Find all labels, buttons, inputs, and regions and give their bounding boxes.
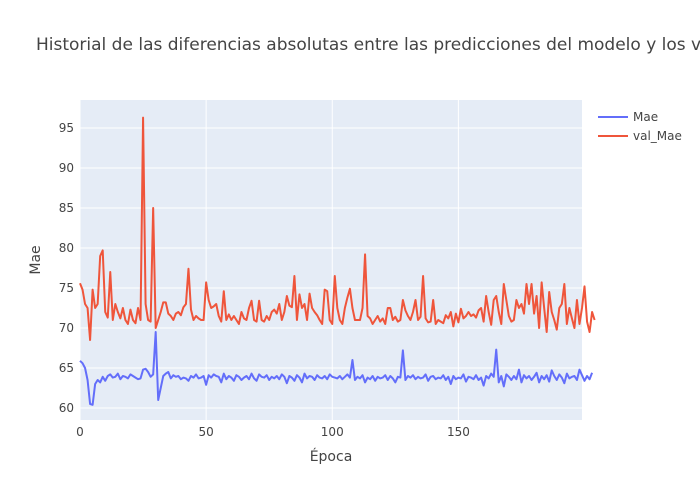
x-tick-label: 50: [198, 425, 213, 439]
y-tick-label: 95: [59, 121, 74, 135]
x-tick-label: 0: [76, 425, 84, 439]
y-axis-title: Mae: [28, 245, 44, 274]
y-tick-label: 85: [59, 201, 74, 215]
y-tick-label: 60: [59, 401, 74, 415]
chart-title: Historial de las diferencias absolutas e…: [36, 35, 700, 55]
x-tick-label: 150: [447, 425, 470, 439]
x-tick-label: 100: [321, 425, 344, 439]
y-tick-label: 65: [59, 361, 74, 375]
legend-item-mae[interactable]: Mae: [598, 110, 658, 124]
legend-item-val-mae[interactable]: val_Mae: [598, 129, 682, 143]
x-tick-labels: 0 50 100 150: [76, 425, 470, 439]
series-line-mae: [79, 331, 594, 406]
y-tick-label: 75: [59, 281, 74, 295]
y-tick-label: 70: [59, 321, 74, 335]
legend-label: val_Mae: [633, 129, 682, 143]
y-gridlines: [80, 127, 582, 409]
y-tick-label: 90: [59, 161, 74, 175]
legend[interactable]: Mae val_Mae: [598, 110, 682, 143]
legend-label: Mae: [633, 110, 658, 124]
plot-background: [80, 100, 582, 420]
series-layer: [79, 116, 596, 406]
series-line-val-mae: [79, 116, 596, 341]
y-tick-labels: 60 65 70 75 80 85 90 95: [59, 121, 74, 415]
x-axis-title: Época: [310, 448, 353, 465]
x-gridlines: [79, 100, 459, 420]
y-tick-label: 80: [59, 241, 74, 255]
